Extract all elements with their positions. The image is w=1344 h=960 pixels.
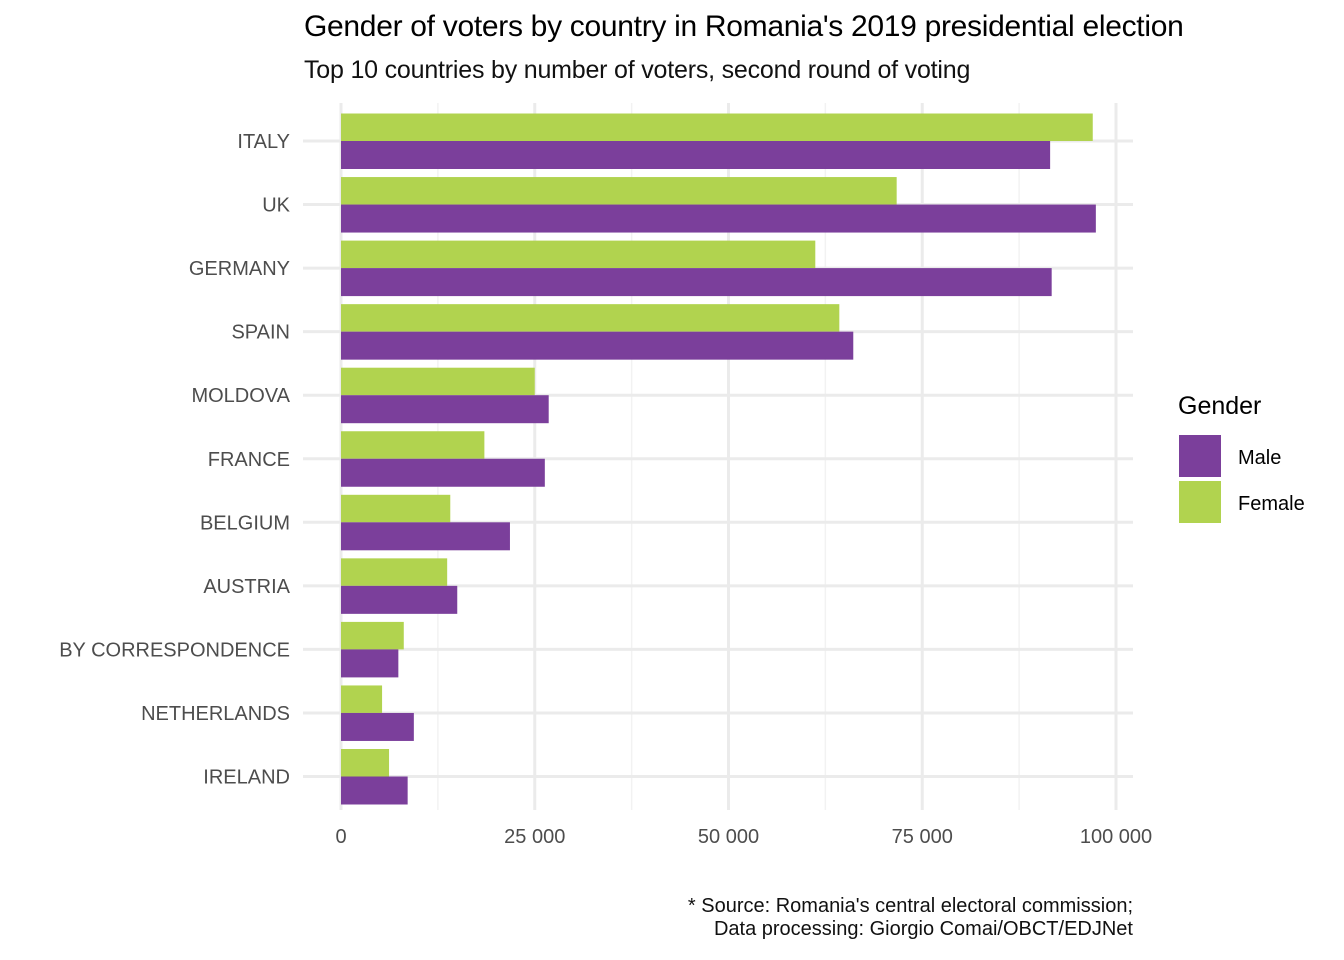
bar-male	[341, 522, 510, 551]
source-caption: * Source: Romania's central electoral co…	[688, 895, 1133, 941]
bar-female	[341, 494, 451, 523]
chart-subtitle: Top 10 countries by number of voters, se…	[304, 56, 971, 84]
y-tick-label: UK	[262, 195, 290, 217]
bar-male	[341, 776, 408, 805]
y-axis-labels: ITALY UK GERMANY SPAIN MOLDOVA FRANCE BELGIUM A…	[59, 131, 290, 789]
y-tick-label: IRELAND	[203, 767, 290, 789]
bar-female	[341, 749, 390, 777]
y-tick-label: MOLDOVA	[191, 385, 290, 407]
bar-male	[341, 204, 1096, 233]
x-tick-label: 75 000	[892, 826, 953, 848]
y-tick-label: AUSTRIA	[203, 576, 290, 598]
legend-label-female: Female	[1238, 493, 1305, 515]
bar-female	[341, 240, 816, 269]
bar-female	[341, 304, 840, 332]
x-tick-label: 100 000	[1080, 826, 1152, 848]
bar-male	[341, 585, 458, 614]
bar-male	[341, 141, 1051, 169]
y-tick-label: NETHERLANDS	[141, 703, 290, 725]
bar-female	[341, 558, 448, 586]
bar-female	[341, 177, 897, 205]
bar-female	[341, 367, 535, 396]
y-tick-label: FRANCE	[208, 449, 290, 471]
caption-line-1: * Source: Romania's central electoral co…	[687, 895, 1133, 917]
y-tick-label: BY CORRESPONDENCE	[59, 639, 290, 661]
y-tick-label: ITALY	[237, 131, 290, 153]
legend-swatch-female	[1179, 481, 1221, 523]
bar-female	[341, 685, 383, 713]
legend-title: Gender	[1178, 392, 1261, 420]
legend-label-male: Male	[1238, 447, 1281, 469]
bar-female	[341, 113, 1093, 141]
bar-male	[341, 712, 414, 741]
x-tick-label: 25 000	[504, 826, 565, 848]
bar-male	[341, 649, 399, 678]
legend: Gender Male Female	[1178, 392, 1305, 523]
bars	[341, 113, 1096, 805]
bar-female	[341, 431, 485, 459]
bar-male	[341, 395, 549, 424]
chart-title: Gender of voters by country in Romania's…	[304, 10, 1184, 43]
x-tick-label: 50 000	[698, 826, 759, 848]
bar-male	[341, 458, 545, 487]
y-tick-label: BELGIUM	[200, 512, 290, 534]
y-tick-label: SPAIN	[231, 322, 290, 344]
y-tick-label: GERMANY	[189, 258, 290, 280]
x-tick-label: 0	[335, 826, 346, 848]
x-axis-labels: 0 25 000 50 000 75 000 100 000	[335, 826, 1152, 848]
bar-female	[341, 621, 404, 650]
legend-swatch-male	[1179, 435, 1221, 477]
bar-male	[341, 331, 854, 360]
bar-male	[341, 268, 1052, 297]
caption-line-2: Data processing: Giorgio Comai/OBCT/EDJN…	[713, 918, 1133, 940]
